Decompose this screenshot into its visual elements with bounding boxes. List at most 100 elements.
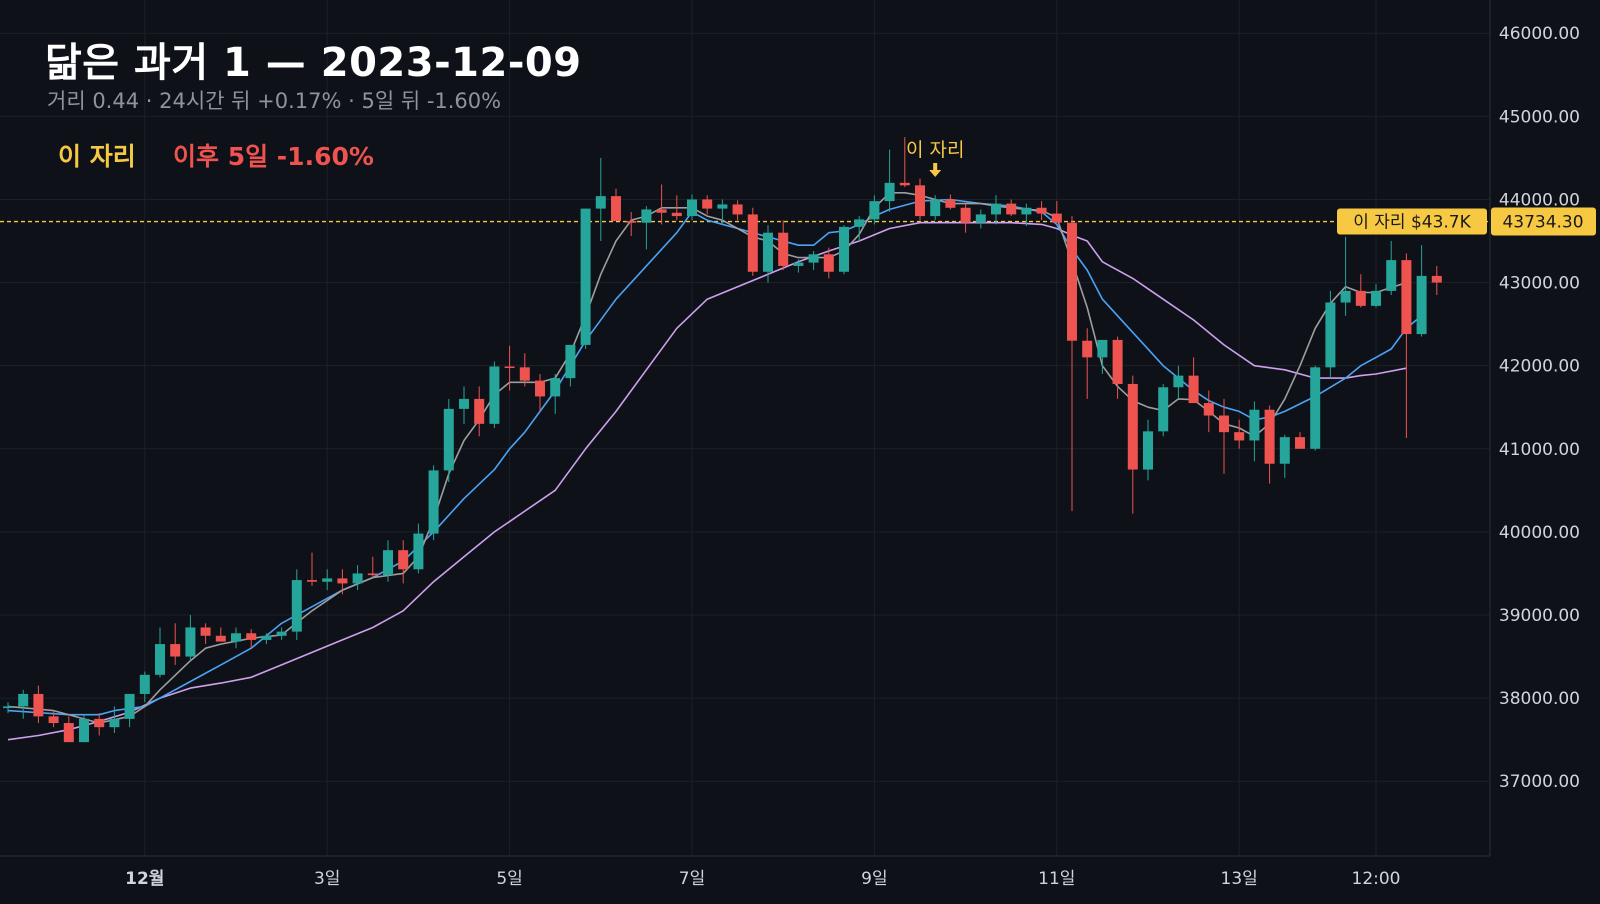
candle (1097, 339, 1108, 374)
candle-body (215, 635, 226, 642)
time-tick-label: 12:00 (1352, 869, 1401, 889)
candle (155, 627, 165, 678)
candle-body (808, 254, 819, 263)
price-axis[interactable]: 46000.00 45000.00 44000.00 43000.00 42000.00… (1499, 24, 1580, 792)
candle-body (1249, 409, 1260, 441)
candle-body (1067, 222, 1077, 341)
candle-body (732, 204, 743, 215)
candle-body (200, 627, 211, 636)
here-label: 이 자리 (58, 142, 136, 171)
candle-body (1264, 409, 1275, 464)
marker-label: 이 자리 (906, 139, 964, 161)
candle (291, 569, 302, 640)
time-axis[interactable]: 12월 3일 5일 7일 9일 11일 13일 12:00 (125, 869, 1400, 889)
candle (33, 685, 44, 724)
candle (550, 373, 561, 414)
chart-title: 닮은 과거 1 — 2023-12-09 (45, 40, 582, 86)
candle (18, 689, 29, 719)
candle (1325, 290, 1336, 379)
time-tick-label: 9일 (861, 869, 887, 889)
candle-body (1188, 375, 1199, 404)
candle (1203, 390, 1214, 433)
candle-body (322, 578, 333, 582)
candle (109, 706, 120, 734)
candle (489, 361, 500, 428)
candle-body (656, 209, 667, 213)
candle (1401, 253, 1412, 438)
candle-body (1401, 260, 1412, 335)
candle (960, 203, 971, 233)
time-tick-label: 12월 (125, 869, 164, 889)
candle (747, 207, 758, 276)
price-tick-label: 37000.00 (1499, 772, 1580, 792)
candle (1127, 375, 1138, 514)
candle-body (489, 366, 500, 424)
down-arrow-icon (929, 163, 942, 177)
time-tick-label: 5일 (496, 869, 522, 889)
candle-body (1021, 207, 1032, 215)
candle (1264, 405, 1275, 484)
candle-body (1127, 383, 1138, 470)
candle (276, 627, 287, 640)
candle (793, 259, 804, 273)
candle-body (1082, 340, 1093, 358)
candle-body (1051, 213, 1062, 223)
marker-price-label: 43734.30 (1502, 213, 1583, 233)
candle (1158, 383, 1169, 437)
candle-body (960, 207, 971, 223)
candle (1279, 434, 1290, 478)
candle-body (626, 221, 637, 223)
candle (246, 629, 257, 649)
candle (413, 523, 424, 574)
price-tick-label: 42000.00 (1499, 357, 1580, 377)
candle-body (869, 201, 880, 220)
candle-body (155, 644, 165, 675)
candle-body (930, 199, 941, 217)
candle (1036, 201, 1047, 221)
candle-body (1036, 207, 1047, 214)
ma-mid-line (7, 198, 1423, 716)
candle-body (702, 199, 713, 209)
candle (1006, 199, 1017, 217)
candle-body (1279, 437, 1290, 464)
candle-body (945, 199, 956, 208)
candle-body (1295, 437, 1305, 449)
candle-body (124, 693, 135, 719)
candle (3, 702, 13, 714)
candle-body (1325, 302, 1336, 368)
candle-body (276, 631, 287, 636)
candle-body (1234, 432, 1245, 441)
marker-price-badge (1491, 207, 1596, 236)
candle (1067, 216, 1077, 512)
candle (1371, 284, 1381, 308)
candle (1219, 398, 1229, 474)
candle (322, 569, 333, 591)
candle-body (991, 203, 1001, 215)
candle-body (139, 674, 150, 694)
candle-body (580, 208, 591, 345)
candle (352, 565, 363, 591)
candle (1340, 236, 1351, 316)
candle (474, 386, 485, 437)
price-tick-label: 41000.00 (1499, 440, 1580, 460)
ma-short-line (7, 192, 1407, 724)
marker-annotations: 이 자리이 자리 $43.7K 43734.30 (906, 139, 1596, 236)
candle-body (823, 254, 834, 272)
candle-body (717, 204, 728, 209)
candle (702, 195, 713, 215)
candle (930, 195, 941, 221)
candle (124, 693, 135, 728)
candle (839, 225, 849, 275)
price-tick-label: 39000.00 (1499, 606, 1580, 626)
price-tick-label: 43000.00 (1499, 274, 1580, 294)
candle (717, 199, 728, 225)
candle (854, 216, 865, 242)
candle (367, 556, 378, 578)
candle-body (1386, 260, 1397, 291)
candle (139, 671, 150, 703)
candle (170, 623, 181, 665)
candle (808, 250, 819, 271)
candle (307, 552, 317, 586)
